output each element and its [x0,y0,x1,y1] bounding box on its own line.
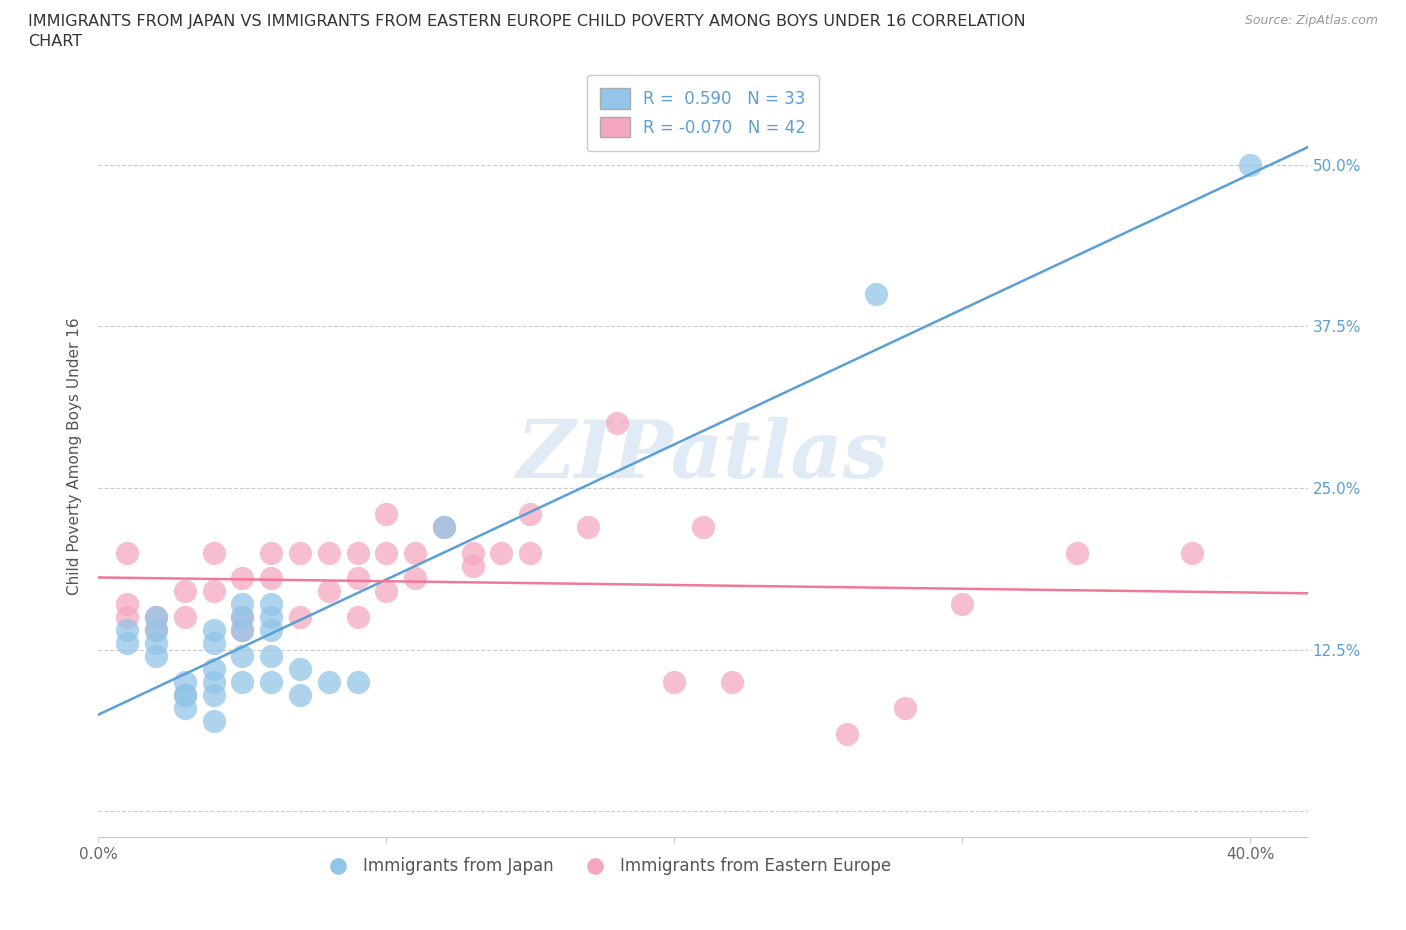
Text: IMMIGRANTS FROM JAPAN VS IMMIGRANTS FROM EASTERN EUROPE CHILD POVERTY AMONG BOYS: IMMIGRANTS FROM JAPAN VS IMMIGRANTS FROM… [28,14,1026,29]
Point [115,623,138,638]
Point [260,674,283,689]
Point [202,661,225,676]
Point [433,519,456,534]
Point [202,713,225,728]
Point [461,545,484,560]
Point [461,558,484,573]
Point [375,584,398,599]
Point [231,623,253,638]
Point [318,545,340,560]
Point [865,286,887,301]
Text: ZIPatlas: ZIPatlas [517,417,889,495]
Point [260,648,283,663]
Point [145,610,167,625]
Point [173,700,195,715]
Point [288,687,311,702]
Point [835,726,858,741]
Point [260,571,283,586]
Point [288,610,311,625]
Point [375,545,398,560]
Point [260,610,283,625]
Point [173,610,195,625]
Point [375,507,398,522]
Point [231,597,253,612]
Point [202,687,225,702]
Point [318,674,340,689]
Point [260,545,283,560]
Point [519,507,541,522]
Point [433,519,456,534]
Point [318,584,340,599]
Point [145,623,167,638]
Point [260,597,283,612]
Point [519,545,541,560]
Point [202,636,225,651]
Y-axis label: Child Poverty Among Boys Under 16: Child Poverty Among Boys Under 16 [67,317,83,594]
Point [145,636,167,651]
Point [115,610,138,625]
Legend: Immigrants from Japan, Immigrants from Eastern Europe: Immigrants from Japan, Immigrants from E… [315,851,898,882]
Point [231,610,253,625]
Point [893,700,915,715]
Point [145,623,167,638]
Point [1239,157,1261,172]
Point [1066,545,1088,560]
Point [1181,545,1204,560]
Point [346,545,368,560]
Text: CHART: CHART [28,34,82,49]
Point [950,597,973,612]
Point [202,674,225,689]
Point [173,674,195,689]
Point [692,519,714,534]
Point [346,571,368,586]
Point [231,610,253,625]
Point [606,416,628,431]
Point [720,674,742,689]
Point [202,545,225,560]
Point [346,610,368,625]
Point [145,610,167,625]
Text: Source: ZipAtlas.com: Source: ZipAtlas.com [1244,14,1378,27]
Point [202,584,225,599]
Point [145,648,167,663]
Point [664,674,686,689]
Point [173,584,195,599]
Point [231,648,253,663]
Point [173,687,195,702]
Point [173,687,195,702]
Point [491,545,513,560]
Point [231,571,253,586]
Point [576,519,599,534]
Point [288,545,311,560]
Point [346,674,368,689]
Point [115,636,138,651]
Point [202,623,225,638]
Point [115,545,138,560]
Point [260,623,283,638]
Point [404,545,426,560]
Point [404,571,426,586]
Point [115,597,138,612]
Point [288,661,311,676]
Point [231,623,253,638]
Point [231,674,253,689]
